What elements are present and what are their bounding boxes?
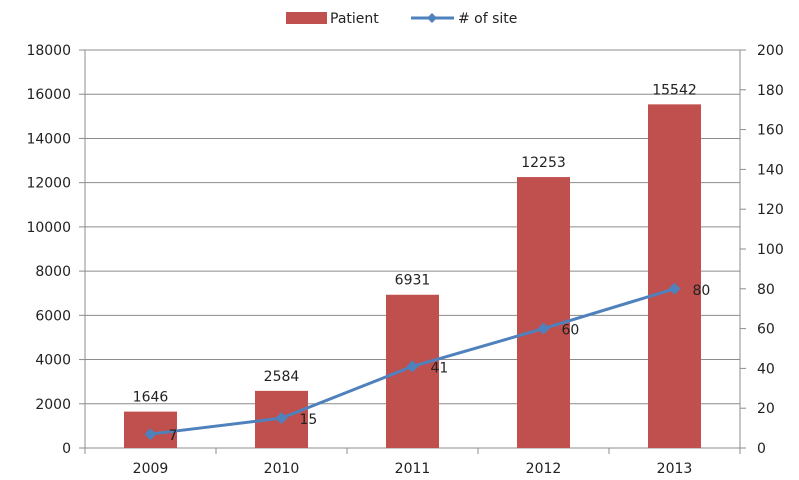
legend-label-sites: # of site xyxy=(458,11,517,27)
legend-swatch-patient xyxy=(286,12,327,24)
left-axis-tick-label: 14000 xyxy=(26,131,71,147)
line-marker xyxy=(668,282,681,295)
x-axis-tick-label: 2009 xyxy=(133,461,169,477)
line-marker xyxy=(275,412,288,425)
right-axis-tick-label: 60 xyxy=(757,322,775,338)
x-axis-tick-label: 2013 xyxy=(657,461,693,477)
right-axis-tick-label: 200 xyxy=(757,43,784,59)
bar xyxy=(517,177,570,448)
bar xyxy=(648,104,701,448)
left-axis-tick-label: 16000 xyxy=(26,87,71,103)
right-axis-tick-label: 100 xyxy=(757,242,784,258)
line-marker xyxy=(537,322,550,335)
legend-label-patient: Patient xyxy=(330,11,379,27)
left-axis-tick-label: 10000 xyxy=(26,220,71,236)
x-axis-tick-label: 2012 xyxy=(526,461,562,477)
legend-marker-sites xyxy=(427,13,437,23)
line-data-label: 80 xyxy=(693,283,711,299)
line-data-label: 15 xyxy=(300,412,318,428)
bar-data-label: 2584 xyxy=(264,369,300,385)
right-axis-tick-label: 40 xyxy=(757,361,775,377)
line-marker xyxy=(406,360,419,373)
bar-data-label: 1646 xyxy=(133,390,169,406)
left-axis-tick-label: 4000 xyxy=(35,353,71,369)
x-axis-tick-label: 2010 xyxy=(264,461,300,477)
left-axis-tick-label: 8000 xyxy=(35,264,71,280)
left-axis-tick-label: 2000 xyxy=(35,397,71,413)
left-axis-tick-label: 18000 xyxy=(26,43,71,59)
left-axis-tick-label: 0 xyxy=(62,441,71,457)
line-data-label: 41 xyxy=(431,360,449,376)
right-axis-tick-label: 20 xyxy=(757,401,775,417)
right-axis-tick-label: 120 xyxy=(757,202,784,218)
bar-data-label: 15542 xyxy=(652,82,697,98)
line-data-label: 7 xyxy=(169,428,178,444)
right-axis-tick-label: 160 xyxy=(757,123,784,139)
line-marker xyxy=(144,428,157,441)
bar-data-label: 12253 xyxy=(521,155,566,171)
right-axis-tick-label: 80 xyxy=(757,282,775,298)
right-axis-tick-label: 180 xyxy=(757,83,784,99)
right-axis-tick-label: 0 xyxy=(757,441,766,457)
line-data-label: 60 xyxy=(562,323,580,339)
x-axis-tick-label: 2011 xyxy=(395,461,431,477)
bar-data-label: 6931 xyxy=(395,273,431,289)
left-axis-tick-label: 6000 xyxy=(35,308,71,324)
right-axis-tick-label: 140 xyxy=(757,162,784,178)
left-axis-tick-label: 12000 xyxy=(26,176,71,192)
